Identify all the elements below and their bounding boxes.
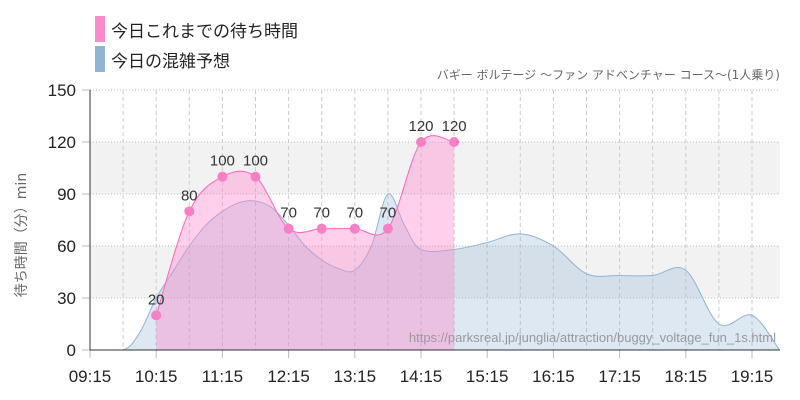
- legend-swatch-actual: [95, 16, 105, 42]
- data-point: [316, 223, 327, 234]
- data-point: [250, 171, 261, 182]
- chart-subtitle: バギー ボルテージ 〜ファン アドベンチャー コース〜(1人乗り): [436, 68, 780, 82]
- legend-item-actual[interactable]: 今日これまでの待ち時間: [95, 14, 298, 44]
- y-tick-label: 30: [57, 289, 76, 308]
- data-point: [217, 171, 228, 182]
- x-tick-label: 09:15: [69, 367, 112, 386]
- data-point: [382, 223, 393, 234]
- data-label: 100: [210, 153, 235, 170]
- x-tick-label: 19:15: [731, 367, 774, 386]
- y-axis-label: 待ち時間（分）min: [14, 173, 30, 297]
- forecast-line: [90, 193, 780, 351]
- y-tick-label: 150: [48, 81, 76, 100]
- actual-line: [155, 135, 455, 316]
- actual-area: [156, 135, 455, 350]
- legend: 今日これまでの待ち時間 今日の混雑予想: [95, 14, 298, 74]
- watermark-url: https://parksreal.jp/junglia/attraction/…: [409, 330, 776, 345]
- data-label: 100: [243, 153, 268, 170]
- data-point: [449, 137, 460, 147]
- data-point: [349, 223, 360, 234]
- data-point: [184, 206, 195, 217]
- legend-label-actual: 今日これまでの待ち時間: [111, 21, 298, 42]
- x-tick-label: 14:15: [400, 367, 443, 386]
- data-point: [283, 223, 294, 234]
- x-tick-label: 11:15: [202, 367, 243, 386]
- grid-band: [90, 246, 780, 298]
- forecast-area: [90, 193, 780, 350]
- legend-swatch-forecast: [95, 46, 105, 72]
- data-label: 70: [280, 205, 297, 222]
- x-tick-label: 12:15: [267, 367, 310, 386]
- data-label: 120: [408, 118, 433, 135]
- legend-label-forecast: 今日の混雑予想: [111, 51, 230, 72]
- data-label: 120: [442, 118, 467, 135]
- data-label: 80: [181, 187, 198, 204]
- data-label: 70: [380, 205, 397, 222]
- data-label: 20: [148, 291, 165, 308]
- x-tick-label: 13:15: [334, 367, 377, 386]
- data-label: 70: [313, 205, 330, 222]
- data-point: [151, 310, 162, 321]
- y-tick-label: 90: [57, 185, 76, 204]
- x-tick-label: 15:15: [466, 367, 509, 386]
- y-tick-label: 120: [48, 133, 76, 152]
- y-tick-label: 60: [57, 237, 76, 256]
- x-tick-label: 10:15: [135, 367, 178, 386]
- x-tick-label: 18:15: [665, 367, 708, 386]
- x-tick-label: 16:15: [532, 367, 575, 386]
- y-tick-label: 0: [67, 341, 76, 360]
- data-label: 70: [346, 205, 363, 222]
- x-tick-label: 17:15: [598, 367, 641, 386]
- grid-band: [90, 142, 780, 194]
- data-point: [416, 137, 426, 147]
- legend-item-forecast[interactable]: 今日の混雑予想: [95, 44, 298, 74]
